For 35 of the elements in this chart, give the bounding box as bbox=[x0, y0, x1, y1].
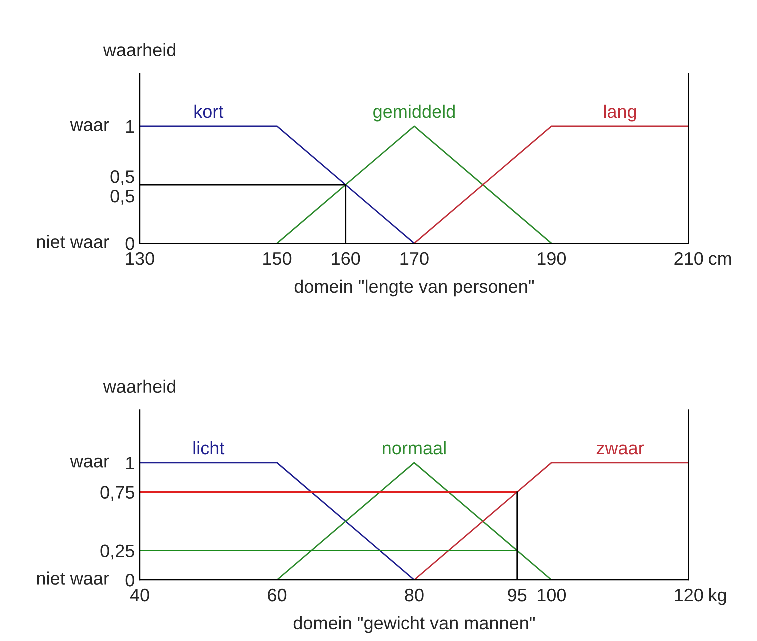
y-tick-label: 0 bbox=[126, 574, 134, 587]
x-tick-label: 130 bbox=[126, 252, 154, 266]
text: niet waar bbox=[37, 235, 110, 248]
series-label: lang bbox=[604, 104, 636, 122]
x-tick-label: 170 bbox=[400, 252, 429, 266]
series-label: gemiddeld bbox=[374, 104, 455, 122]
y-tick-label: 1 bbox=[126, 120, 134, 133]
x-tick-label: 210 bbox=[674, 252, 704, 266]
text: kg bbox=[710, 588, 726, 606]
x-tick-label: 95 bbox=[508, 588, 527, 602]
x-axis-title: domein "lengte van personen" bbox=[294, 280, 534, 297]
x-tick-label: 40 bbox=[130, 588, 150, 602]
y-axis-title: waarheid bbox=[103, 380, 176, 394]
text: cm bbox=[709, 255, 732, 266]
y-tick-label: 0,25 bbox=[100, 544, 134, 560]
series-label: normaal bbox=[383, 441, 446, 455]
text: niet waar bbox=[37, 572, 110, 585]
x-tick-label: 160 bbox=[332, 252, 360, 266]
text: waar bbox=[70, 121, 110, 132]
x-tick-label: 80 bbox=[405, 588, 424, 602]
x-tick-label: 100 bbox=[538, 588, 566, 602]
y-axis-title: waarheid bbox=[103, 43, 176, 57]
x-tick-label: 60 bbox=[268, 588, 287, 602]
text: waar bbox=[70, 458, 110, 468]
x-tick-label: 190 bbox=[538, 252, 566, 266]
series-label: kort bbox=[194, 104, 224, 118]
series-label: licht bbox=[194, 441, 225, 455]
x-tick-label: 150 bbox=[264, 252, 292, 266]
x-tick-label: 120 bbox=[675, 588, 704, 602]
y-tick-label: 0 bbox=[126, 238, 134, 250]
y-tick-label: 0,5 0,5 bbox=[110, 170, 134, 205]
series-label: zwaar bbox=[596, 444, 644, 455]
y-tick-label: 1 bbox=[126, 457, 134, 470]
y-tick-label: 0,75 bbox=[100, 486, 134, 502]
x-axis-title: domein "gewicht van mannen" bbox=[294, 616, 536, 634]
